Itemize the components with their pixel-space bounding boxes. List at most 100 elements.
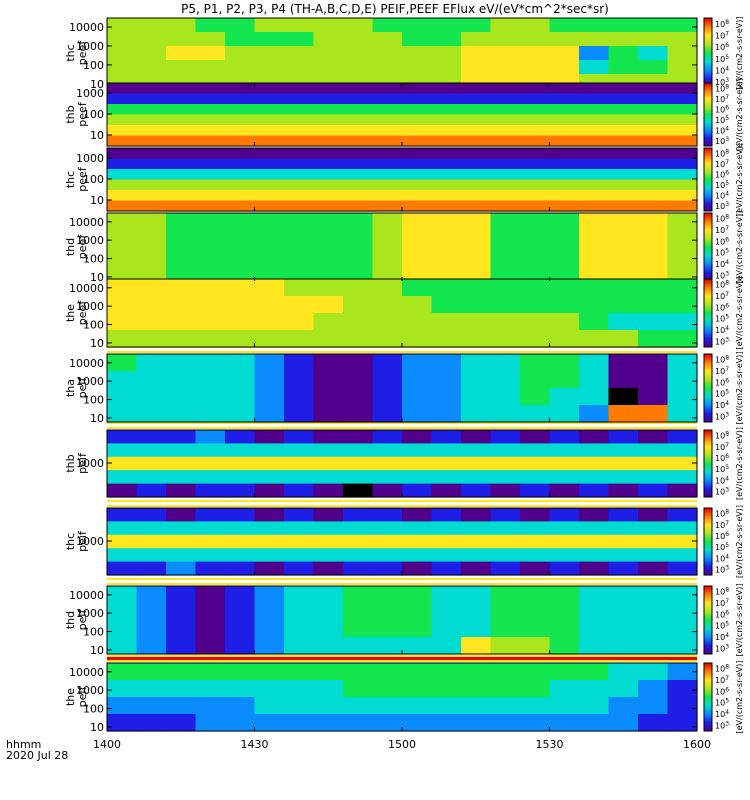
heatmap-cell bbox=[313, 83, 344, 95]
heatmap-cell bbox=[136, 148, 167, 160]
heatmap-cell bbox=[667, 114, 698, 126]
colorbar-tick-label: 107 bbox=[715, 291, 729, 301]
heatmap-cell bbox=[579, 18, 610, 33]
figure-title: P5, P1, P2, P3, P4 (TH-A,B,C,D,E) PEIF,P… bbox=[181, 2, 609, 16]
heatmap-cell bbox=[195, 405, 226, 423]
heatmap-cell bbox=[608, 125, 639, 137]
heatmap-cell bbox=[284, 534, 315, 549]
heatmap-cell bbox=[284, 680, 315, 698]
heatmap-cell bbox=[667, 483, 698, 498]
heatmap-cell bbox=[254, 60, 285, 75]
heatmap-cell bbox=[254, 279, 285, 297]
heatmap-cell bbox=[195, 388, 226, 406]
heatmap-cell bbox=[431, 190, 462, 202]
y-tick-label: 100 bbox=[83, 59, 104, 72]
heatmap-cell bbox=[402, 46, 433, 61]
y-tick-label: 100 bbox=[83, 394, 104, 407]
y-tick-label: 10000 bbox=[69, 589, 104, 602]
heatmap-cell bbox=[195, 456, 226, 471]
y-tick-label: 10000 bbox=[69, 357, 104, 370]
heatmap-cell bbox=[490, 388, 521, 406]
heatmap-cell bbox=[136, 135, 167, 147]
heatmap-cell bbox=[107, 190, 138, 202]
heatmap-cell bbox=[107, 456, 138, 471]
x-tick-label: 1400 bbox=[93, 738, 121, 751]
heatmap-cell bbox=[520, 521, 551, 536]
heatmap-cell bbox=[195, 697, 226, 715]
heatmap-cell bbox=[195, 32, 226, 47]
colorbar-tick-label: 108 bbox=[715, 83, 729, 93]
heatmap-cell bbox=[579, 470, 610, 485]
heatmap-cell bbox=[608, 508, 639, 522]
heatmap-cell bbox=[107, 32, 138, 47]
heatmap-cell bbox=[195, 714, 226, 732]
heatmap-cell bbox=[225, 32, 256, 47]
heatmap-cell bbox=[343, 620, 374, 638]
heatmap-cell bbox=[313, 296, 344, 314]
heatmap-cell bbox=[195, 637, 226, 655]
heatmap-cell bbox=[372, 561, 403, 576]
heatmap-cell bbox=[520, 158, 551, 170]
heatmap-cell bbox=[520, 190, 551, 202]
heatmap-cell bbox=[225, 697, 256, 715]
heatmap-cell bbox=[166, 680, 197, 698]
heatmap-cell bbox=[608, 330, 639, 348]
heatmap-cell bbox=[608, 561, 639, 576]
colorbar-unit-label: [eV/(cm2-s-sr-eV)] bbox=[735, 143, 744, 216]
heatmap-cell bbox=[667, 521, 698, 536]
heatmap-cell bbox=[313, 169, 344, 181]
colorbar bbox=[703, 147, 713, 212]
heatmap-cell bbox=[195, 213, 226, 231]
colorbar-tick-label: 103 bbox=[715, 720, 729, 730]
heatmap-cell bbox=[225, 586, 256, 604]
heatmap-cell bbox=[549, 296, 580, 314]
heatmap-cell bbox=[372, 586, 403, 604]
heatmap-cell bbox=[195, 93, 226, 105]
heatmap-cell bbox=[638, 405, 669, 423]
heatmap-cell bbox=[549, 663, 580, 681]
colorbar-tick-label: 105 bbox=[715, 248, 729, 258]
panel-name-line: the bbox=[64, 688, 77, 706]
heatmap-cell bbox=[549, 158, 580, 170]
heatmap-cell bbox=[667, 548, 698, 563]
heatmap-cell bbox=[195, 330, 226, 348]
heatmap-cell bbox=[549, 330, 580, 348]
heatmap-cell bbox=[343, 213, 374, 231]
heatmap-cell bbox=[195, 135, 226, 147]
heatmap-cell bbox=[166, 264, 197, 282]
heatmap-cell bbox=[225, 104, 256, 116]
heatmap-cell bbox=[254, 470, 285, 485]
heatmap-cell bbox=[461, 697, 492, 715]
heatmap-cell bbox=[638, 18, 669, 33]
heatmap-cell bbox=[579, 148, 610, 160]
heatmap-cell bbox=[254, 697, 285, 715]
heatmap-cell bbox=[195, 158, 226, 170]
heatmap-cell bbox=[638, 114, 669, 126]
heatmap-cell bbox=[107, 354, 138, 372]
heatmap-cell bbox=[107, 548, 138, 563]
heatmap-cell bbox=[284, 247, 315, 265]
heatmap-cell bbox=[579, 521, 610, 536]
heatmap-cell bbox=[195, 46, 226, 61]
heatmap-cell bbox=[402, 561, 433, 576]
heatmap-cell bbox=[343, 83, 374, 95]
heatmap-cell bbox=[284, 456, 315, 471]
y-tick-label: 10 bbox=[90, 412, 104, 425]
y-tick-label: 10 bbox=[90, 194, 104, 207]
heatmap-cell bbox=[402, 680, 433, 698]
heatmap-cell bbox=[579, 637, 610, 655]
heatmap-cell bbox=[166, 354, 197, 372]
heatmap-cell bbox=[461, 508, 492, 522]
heatmap-cell bbox=[431, 430, 462, 444]
heatmap-cell bbox=[284, 190, 315, 202]
heatmap-cell bbox=[195, 354, 226, 372]
heatmap-cell bbox=[461, 483, 492, 498]
heatmap-cell bbox=[520, 388, 551, 406]
heatmap-cell bbox=[579, 104, 610, 116]
colorbar-tick-label: 103 bbox=[715, 486, 729, 496]
heatmap-cell bbox=[225, 561, 256, 576]
heatmap-cell bbox=[431, 279, 462, 297]
heatmap-cell bbox=[343, 32, 374, 47]
heatmap-cell bbox=[608, 371, 639, 389]
heatmap-cell bbox=[431, 32, 462, 47]
